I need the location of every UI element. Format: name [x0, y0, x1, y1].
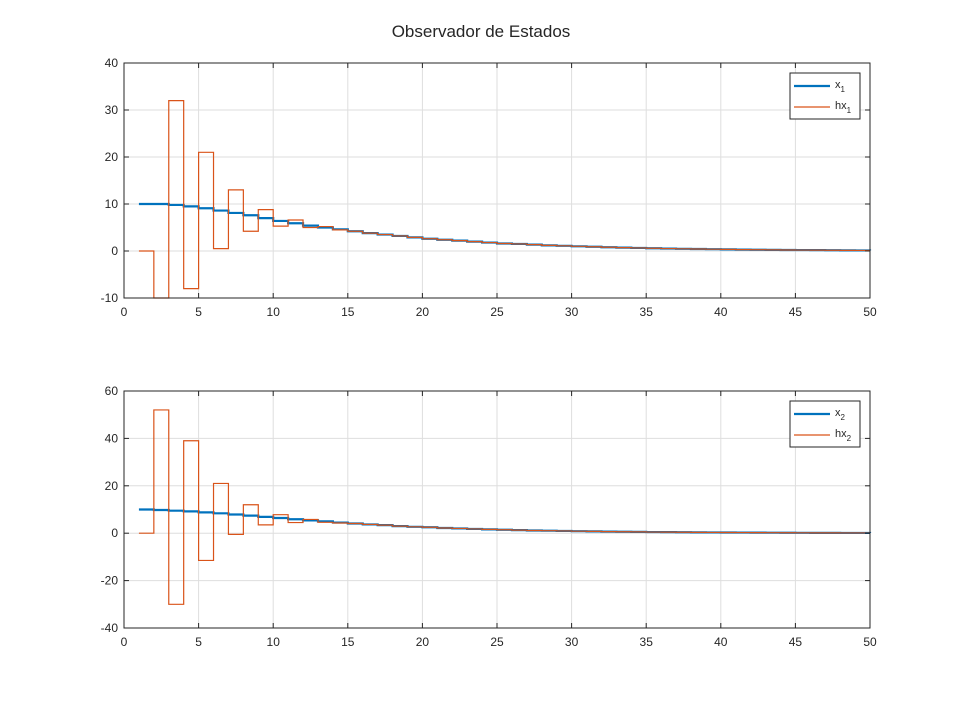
- x-tick-label: 20: [416, 635, 430, 649]
- x-tick-label: 15: [341, 635, 355, 649]
- x-tick-label: 45: [789, 305, 803, 319]
- x-tick-label: 35: [640, 305, 654, 319]
- legend-label: hx1: [835, 100, 852, 115]
- y-tick-label: 30: [105, 103, 119, 117]
- x-tick-label: 10: [267, 305, 281, 319]
- x-tick-label: 40: [714, 635, 728, 649]
- x-tick-label: 20: [416, 305, 430, 319]
- y-tick-label: 0: [111, 526, 118, 540]
- y-tick-label: -10: [101, 291, 119, 305]
- x-tick-label: 0: [121, 635, 128, 649]
- x-tick-label: 0: [121, 305, 128, 319]
- x-tick-label: 45: [789, 635, 803, 649]
- x-tick-label: 25: [490, 305, 504, 319]
- legend-label: x2: [835, 407, 846, 422]
- x-tick-label: 50: [863, 635, 877, 649]
- x-tick-label: 15: [341, 305, 355, 319]
- y-tick-label: -40: [101, 621, 119, 635]
- y-tick-label: 40: [105, 431, 119, 445]
- x-tick-label: 25: [490, 635, 504, 649]
- y-tick-label: 20: [105, 150, 119, 164]
- y-tick-label: 40: [105, 56, 119, 70]
- x-tick-label: 5: [195, 635, 202, 649]
- y-tick-label: 60: [105, 384, 119, 398]
- x-tick-label: 50: [863, 305, 877, 319]
- y-tick-label: -20: [101, 574, 119, 588]
- legend-label: x1: [835, 79, 846, 94]
- x-tick-label: 10: [267, 635, 281, 649]
- x-tick-label: 40: [714, 305, 728, 319]
- figure-title: Observador de Estados: [391, 22, 571, 41]
- x-tick-label: 30: [565, 305, 579, 319]
- series-line-hx2: [138, 409, 871, 605]
- legend-label: hx2: [835, 428, 852, 443]
- y-tick-label: 20: [105, 479, 119, 493]
- series-line-hx1: [138, 100, 871, 299]
- legend-box: [789, 400, 861, 448]
- y-tick-label: 0: [111, 244, 118, 258]
- x-tick-label: 35: [640, 635, 654, 649]
- x-tick-label: 5: [195, 305, 202, 319]
- legend-box: [789, 72, 861, 120]
- y-tick-label: 10: [105, 197, 119, 211]
- x-tick-label: 30: [565, 635, 579, 649]
